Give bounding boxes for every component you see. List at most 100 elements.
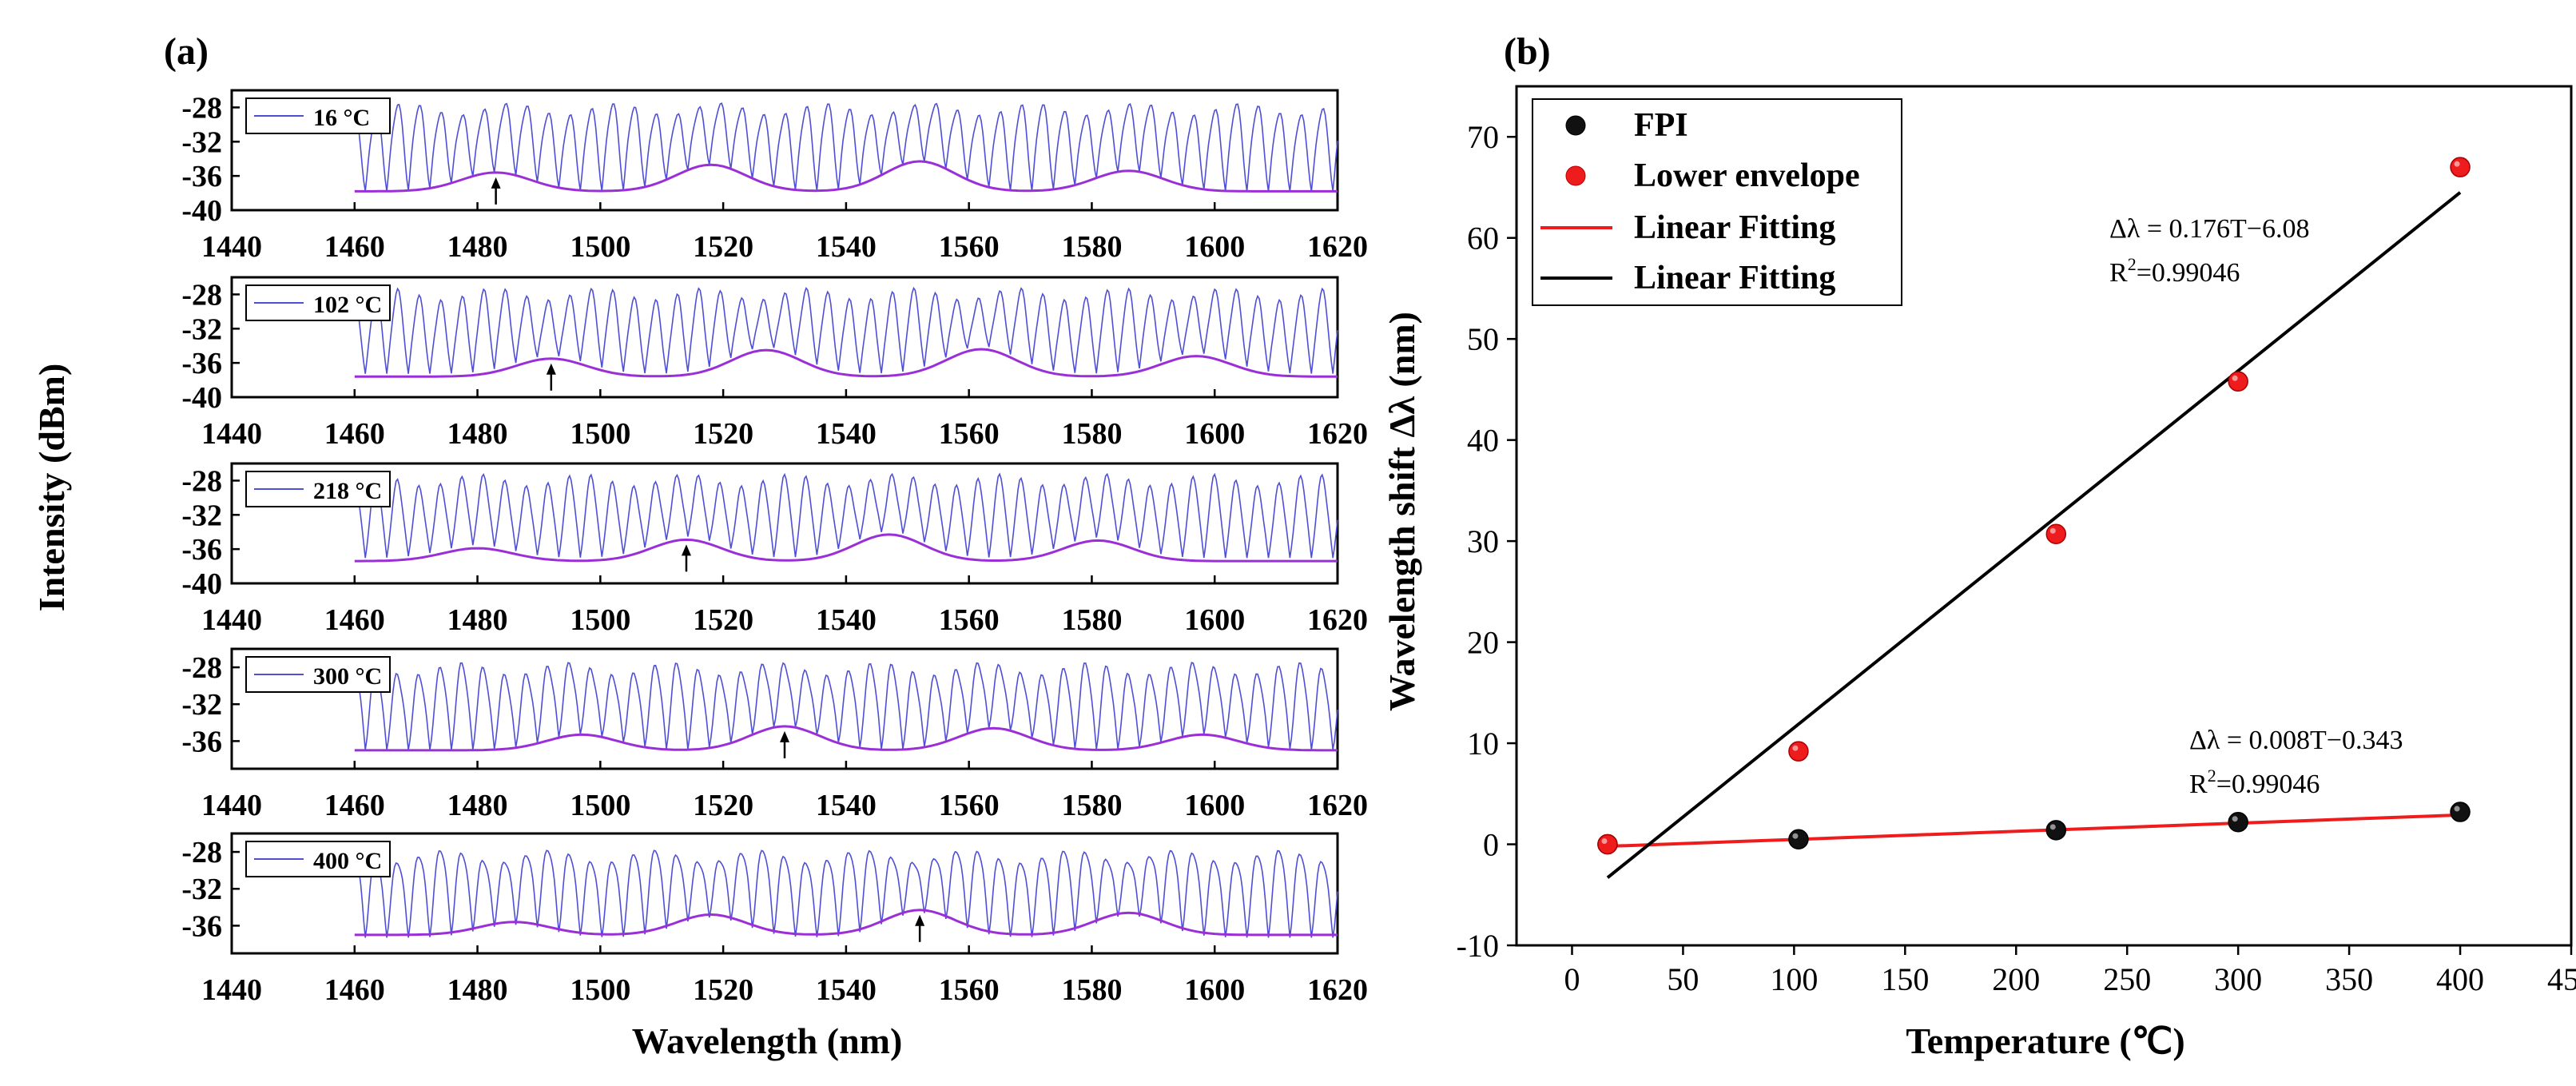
x-tick-label: 1500 (570, 973, 630, 1007)
subplot-legend-label: 102 °C (313, 292, 382, 318)
equation-top: Δλ = 0.176T−6.08 (2109, 214, 2309, 244)
y-tick-label: 30 (1467, 523, 1499, 559)
fpi-point (2228, 811, 2248, 833)
x-tick-label: 1500 (570, 603, 630, 637)
x-tick-label: 1560 (939, 973, 1000, 1007)
y-tick-label: 70 (1467, 119, 1499, 155)
x-tick-label: 1580 (1061, 230, 1122, 264)
x-tick-label: 300 (2214, 961, 2262, 997)
x-tick-label: 1600 (1184, 230, 1245, 264)
x-tick-label: 1500 (570, 230, 630, 264)
fpi-spectrum-line (354, 849, 1338, 938)
fpi-spectrum-line (354, 102, 1338, 192)
subplot-legend-box (245, 656, 391, 693)
x-tick-label: 1460 (324, 789, 385, 822)
panel-b-fit-lines (1606, 191, 2462, 879)
panel-b-x-axis-label: Temperature (℃) (1906, 1020, 2184, 1061)
x-tick-label: 1460 (324, 417, 385, 451)
x-tick-label: 450 (2547, 961, 2576, 997)
subplot-legend-label: 16 °C (313, 105, 370, 131)
fpi-point (1788, 829, 1809, 849)
fpi-point (2045, 820, 2067, 841)
legend-marker-lower-envelope (1565, 165, 1586, 186)
lower-envelope-line (354, 533, 1338, 563)
point-highlight (2049, 527, 2056, 534)
fit-line-1 (1607, 813, 2461, 849)
x-tick-label: 1620 (1307, 603, 1368, 637)
x-tick-label: 50 (1667, 961, 1699, 997)
subplot-legend-label: 218 °C (313, 478, 382, 504)
x-tick-label: 400 (2436, 961, 2484, 997)
panel-b-axes: 0 50 100 150 200 250 300 350 400 450 -10 0 10 20 30 40 5… (1457, 119, 2576, 997)
x-tick-label: 1580 (1061, 417, 1122, 451)
x-tick-label: 0 (1564, 961, 1580, 997)
subplot-frame (230, 647, 1339, 770)
y-tick-label: 0 (1483, 827, 1499, 863)
x-tick-label: 1520 (693, 230, 753, 264)
subplot-legend: 300 °C (245, 656, 391, 693)
y-tick-label: -40 (181, 381, 222, 415)
x-tick-label: 1620 (1307, 417, 1368, 451)
legend-label-black-fit: Linear Fitting (1634, 260, 1835, 296)
lower-envelope-point (2228, 371, 2248, 392)
subplot-legend-label: 400 °C (313, 848, 382, 874)
x-tick-label: 1440 (201, 603, 262, 637)
point-highlight (1601, 838, 1608, 845)
arrow-icon (491, 177, 501, 189)
x-tick-label: 1580 (1061, 789, 1122, 822)
x-tick-label: 1480 (447, 417, 508, 451)
panel-b-plot-frame (1515, 85, 2573, 947)
arrow-icon (915, 914, 925, 926)
x-tick-label: 1540 (816, 973, 877, 1007)
x-tick-label: 1520 (693, 417, 753, 451)
panel-a-x-axis-label: Wavelength (nm) (632, 1020, 903, 1061)
x-tick-label: 1560 (939, 789, 1000, 822)
x-tick-label: 1520 (693, 603, 753, 637)
x-tick-label: 150 (1881, 961, 1929, 997)
lower-envelope-point (1597, 833, 1618, 855)
x-tick-label: 1540 (816, 417, 877, 451)
legend-marker-fpi (1565, 115, 1586, 136)
panel-b-legend: FPI Lower envelope Linear Fitting Linear… (1532, 98, 1902, 306)
y-tick-label: 40 (1467, 423, 1499, 459)
legend-label-lower-envelope: Lower envelope (1634, 157, 1860, 194)
r-squared-bottom-sup: 2 (2208, 766, 2216, 786)
x-tick-label: 1480 (447, 973, 508, 1007)
x-tick-label: 1600 (1184, 973, 1245, 1007)
x-tick-label: 1500 (570, 417, 630, 451)
y-tick-label: -32 (181, 499, 222, 532)
point-highlight (1792, 745, 1799, 751)
panel-b-points (1597, 157, 2471, 855)
y-tick-label: 60 (1467, 221, 1499, 257)
x-tick-label: 1480 (447, 789, 508, 822)
x-tick-label: 1440 (201, 417, 262, 451)
fpi-point (2450, 802, 2471, 822)
y-tick-label: -28 (181, 464, 222, 498)
panel-b-label: (b) (1504, 30, 1551, 73)
point-highlight (1792, 833, 1799, 839)
x-tick-label: 1440 (201, 230, 262, 264)
x-tick-label: 1520 (693, 973, 753, 1007)
lower-envelope-line (354, 725, 1338, 752)
x-tick-label: 1580 (1061, 603, 1122, 637)
r-squared-bottom-base: R (2189, 770, 2208, 799)
point-highlight (2454, 161, 2460, 167)
y-tick-label: -32 (181, 125, 222, 159)
x-tick-label: 1580 (1061, 973, 1122, 1007)
panel-a-label: (a) (164, 30, 209, 73)
y-tick-label: 10 (1467, 726, 1499, 762)
legend-label-fpi: FPI (1634, 107, 1688, 144)
x-tick-label: 1560 (939, 417, 1000, 451)
x-tick-label: 1540 (816, 230, 877, 264)
r-squared-bottom: R2=0.99046 (2189, 766, 2320, 799)
equation-bottom: Δλ = 0.008T−0.343 (2189, 726, 2403, 755)
y-tick-label: -28 (181, 836, 222, 869)
r-squared-top: R2=0.99046 (2109, 254, 2240, 288)
x-tick-label: 1460 (324, 603, 385, 637)
subplot-frame (230, 89, 1339, 212)
y-tick-label: 50 (1467, 321, 1499, 357)
